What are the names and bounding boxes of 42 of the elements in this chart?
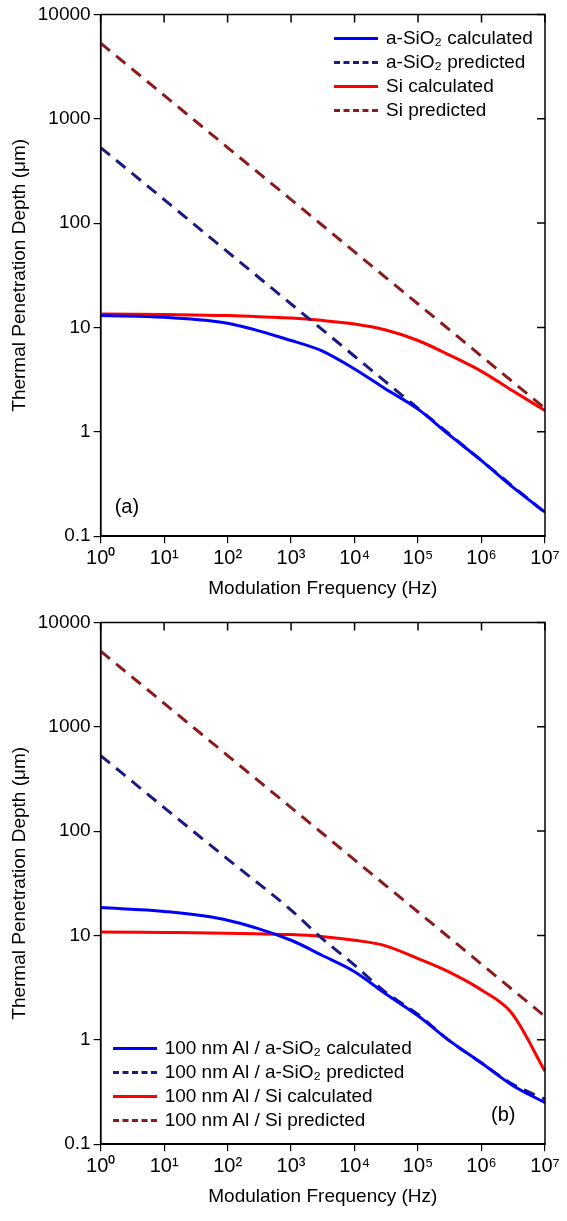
y-axis-title: Thermal Penetration Depth (μm) bbox=[7, 746, 29, 1020]
annotation: (b) bbox=[491, 1103, 516, 1127]
y-tick-label: 1000 bbox=[48, 714, 91, 736]
x-tick-label: 10⁰ bbox=[86, 1153, 116, 1176]
legend-label: 100 nm Al / Si predicted bbox=[164, 1108, 366, 1133]
legend-label: 100 nm Al / Si calculated bbox=[164, 1084, 373, 1109]
y-tick-label: 0.1 bbox=[64, 1132, 91, 1154]
x-axis-title: Modulation Frequency (Hz) bbox=[208, 576, 438, 598]
x-tick-label: 10⁷ bbox=[530, 545, 560, 568]
y-tick-label: 100 bbox=[58, 211, 91, 233]
x-tick-label: 10² bbox=[213, 1153, 243, 1176]
y-tick-label: 1 bbox=[80, 420, 91, 442]
x-tick-label: 10⁴ bbox=[339, 545, 370, 568]
x-tick-label: 10³ bbox=[276, 545, 306, 568]
x-tick-label: 10⁷ bbox=[530, 1153, 560, 1176]
x-tick-label: 10² bbox=[213, 545, 243, 568]
y-tick-label: 10000 bbox=[37, 610, 91, 632]
y-tick-label: 10 bbox=[69, 923, 91, 945]
legend-label: a-SiO₂ predicted bbox=[386, 50, 526, 75]
x-tick-label: 10⁶ bbox=[466, 545, 497, 568]
y-tick-label: 10 bbox=[69, 315, 91, 337]
legend-label: a-SiO₂ calculated bbox=[386, 26, 533, 51]
y-axis-title: Thermal Penetration Depth (μm) bbox=[7, 138, 29, 412]
x-tick-label: 10¹ bbox=[149, 1153, 179, 1176]
y-tick-label: 10000 bbox=[37, 2, 91, 24]
x-tick-label: 10⁵ bbox=[402, 545, 434, 568]
y-tick-label: 100 bbox=[58, 819, 91, 841]
x-axis-title: Modulation Frequency (Hz) bbox=[208, 1184, 438, 1206]
legend-label: Si calculated bbox=[386, 74, 494, 99]
x-tick-label: 10⁵ bbox=[402, 1153, 434, 1176]
x-tick-label: 10³ bbox=[276, 1153, 306, 1176]
y-tick-label: 1000 bbox=[48, 106, 91, 128]
x-tick-label: 10⁴ bbox=[339, 1153, 370, 1176]
x-tick-label: 10⁶ bbox=[466, 1153, 497, 1176]
legend-label: Si predicted bbox=[386, 98, 487, 123]
x-tick-label: 10⁰ bbox=[86, 545, 116, 568]
legend-label: 100 nm Al / a-SiO₂ predicted bbox=[164, 1060, 405, 1085]
legend-label: 100 nm Al / a-SiO₂ calculated bbox=[164, 1036, 412, 1061]
annotation: (a) bbox=[114, 495, 140, 519]
x-tick-label: 10¹ bbox=[149, 545, 179, 568]
y-tick-label: 1 bbox=[80, 1028, 91, 1050]
y-tick-label: 0.1 bbox=[64, 524, 91, 546]
